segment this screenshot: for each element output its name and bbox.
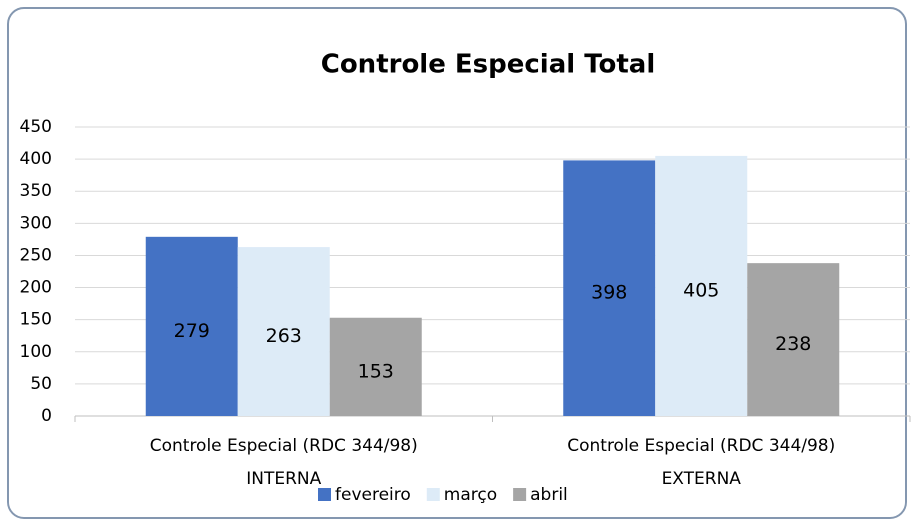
data-label: 398 [591,282,627,304]
legend-swatch [426,488,440,501]
data-label: 153 [358,360,394,382]
bar [747,263,840,416]
bar [655,155,748,416]
data-label: 263 [266,325,302,347]
chart-title: Controle Especial Total [321,50,656,80]
bar [329,317,422,416]
legend-label: abril [530,485,568,505]
bar [145,236,238,416]
y-tick-label: 450 [20,117,52,137]
x-tick-label: Controle Especial (RDC 344/98) INTERNA [150,436,418,489]
bar [563,160,656,416]
y-tick-label: 300 [20,213,52,233]
x-tick-label: Controle Especial (RDC 344/98) EXTERNA [567,436,835,489]
bar [237,247,330,416]
legend-label: março [444,485,497,505]
y-tick-label: 0 [41,406,52,426]
data-label: 279 [174,320,210,342]
legend-swatch [318,488,331,501]
legend-label: fevereiro [335,485,411,505]
y-tick-label: 400 [20,149,52,169]
legend-swatch [513,488,527,501]
y-tick-label: 250 [20,245,52,265]
data-label: 405 [683,279,719,301]
y-tick-label: 100 [20,342,52,362]
data-label: 238 [775,333,811,355]
y-tick-label: 200 [20,278,52,298]
y-tick-label: 350 [20,181,52,201]
y-tick-label: 150 [20,310,52,330]
y-tick-label: 50 [30,374,52,394]
